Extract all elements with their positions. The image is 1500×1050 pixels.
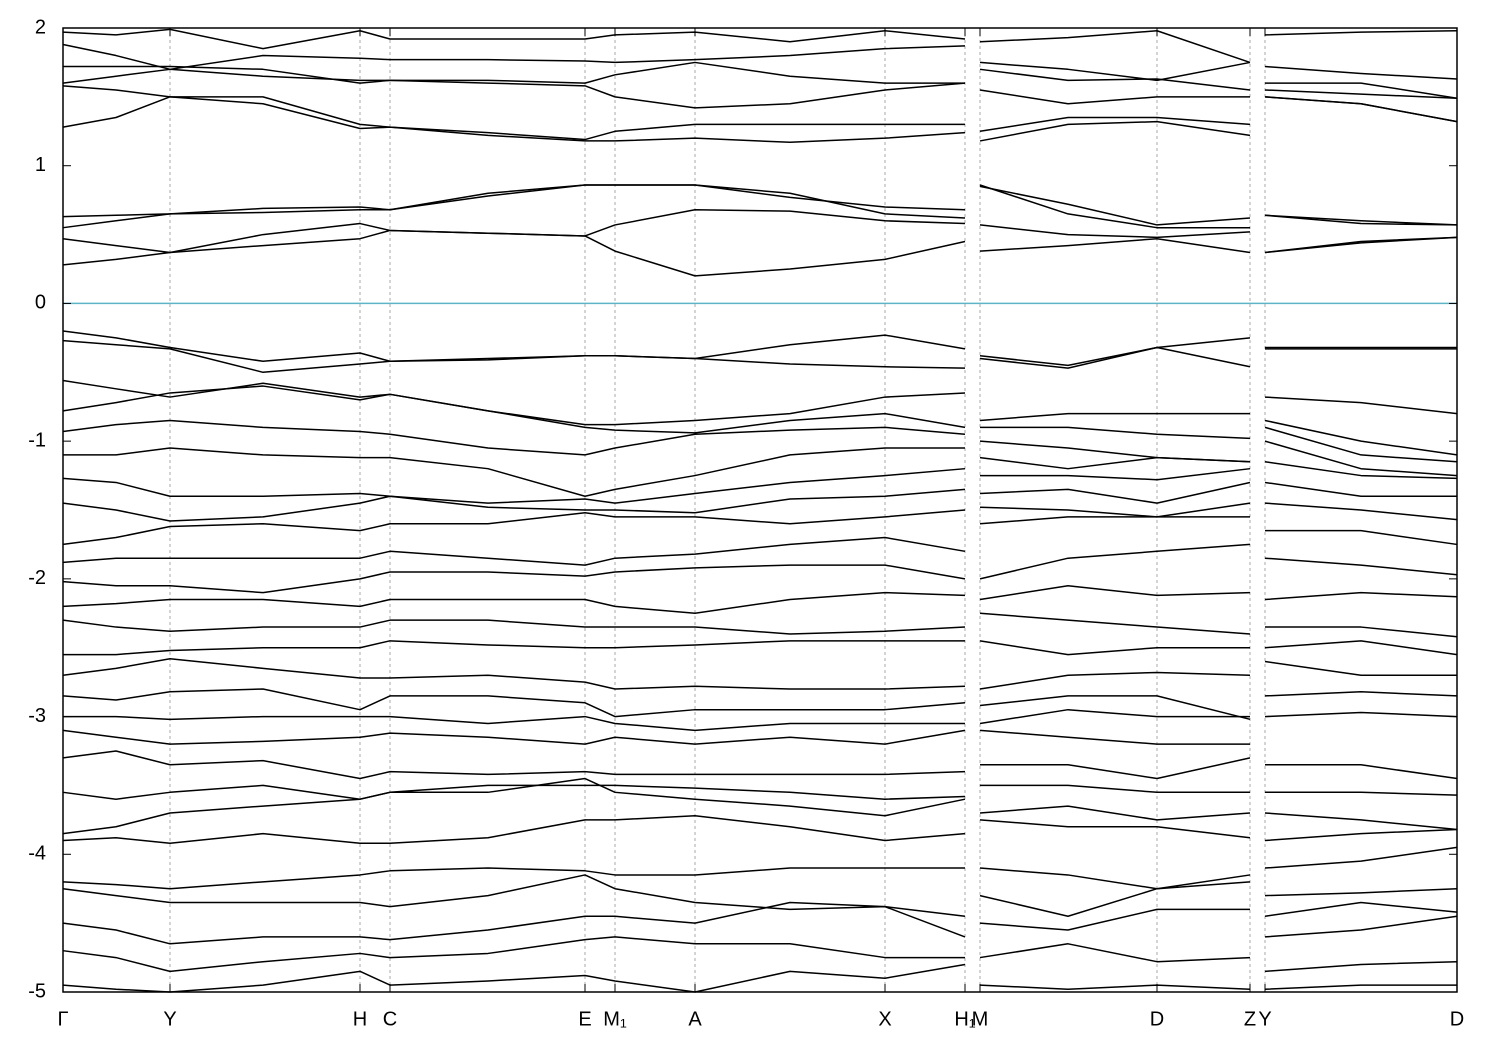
x-tick-label: E bbox=[578, 1008, 591, 1030]
band bbox=[62, 184, 1458, 226]
band bbox=[62, 229, 1458, 277]
band bbox=[63, 640, 1458, 656]
band bbox=[62, 85, 1458, 141]
band bbox=[62, 729, 1458, 780]
band bbox=[62, 777, 1458, 842]
x-tick-label: Z bbox=[1244, 1008, 1256, 1030]
x-tick-label: D bbox=[1450, 1008, 1464, 1030]
y-tick-label: -4 bbox=[28, 843, 46, 865]
band bbox=[62, 481, 1457, 522]
band bbox=[62, 339, 1457, 374]
y-tick-label: -5 bbox=[28, 980, 46, 1002]
x-tick-label: Γ bbox=[57, 1008, 68, 1030]
bands bbox=[62, 28, 1458, 993]
grid bbox=[62, 28, 1458, 992]
band bbox=[62, 43, 1458, 82]
x-tick-label: Y bbox=[1258, 1008, 1271, 1030]
plot-frame bbox=[62, 27, 1458, 993]
band bbox=[62, 963, 1457, 993]
band bbox=[62, 584, 1458, 615]
band bbox=[62, 874, 1458, 918]
band bbox=[62, 784, 1458, 831]
y-tick-label: 2 bbox=[35, 16, 46, 38]
band bbox=[62, 385, 1458, 456]
band bbox=[62, 612, 1458, 638]
band bbox=[63, 61, 1458, 99]
band bbox=[62, 750, 1458, 796]
x-tick-label: M₁ bbox=[603, 1008, 627, 1030]
x-tick-label: D bbox=[1150, 1008, 1164, 1030]
band bbox=[62, 209, 1458, 254]
y-tick-label: -3 bbox=[28, 705, 46, 727]
x-tick-label: M bbox=[972, 1008, 989, 1030]
x-tick-label: H₁ bbox=[954, 1008, 975, 1030]
band bbox=[62, 936, 1458, 973]
axes: 210-1-2-3-4-5Γ Y H C E M₁ A X H₁M D Z Y D bbox=[28, 16, 1464, 1030]
band bbox=[62, 867, 1458, 897]
band bbox=[62, 688, 1458, 721]
band bbox=[63, 440, 1458, 497]
band bbox=[62, 96, 1458, 144]
x-tick-label: C bbox=[383, 1008, 397, 1030]
band bbox=[62, 330, 1457, 367]
y-tick-label: -1 bbox=[28, 429, 46, 451]
band bbox=[62, 543, 1458, 594]
y-tick-label: 1 bbox=[35, 154, 46, 176]
band bbox=[62, 68, 1458, 109]
band bbox=[62, 516, 1458, 566]
band bbox=[62, 901, 1458, 945]
band bbox=[62, 184, 1458, 229]
y-tick-label: 0 bbox=[35, 292, 46, 314]
band bbox=[62, 657, 1457, 690]
band bbox=[62, 461, 1458, 504]
band bbox=[62, 502, 1458, 546]
x-tick-label: A bbox=[688, 1008, 702, 1030]
band bbox=[63, 708, 1458, 732]
x-tick-label: X bbox=[878, 1008, 891, 1030]
x-tick-label: Y bbox=[163, 1008, 176, 1030]
band bbox=[62, 814, 1458, 869]
y-tick-label: -2 bbox=[28, 567, 46, 589]
x-tick-label: H bbox=[353, 1008, 367, 1030]
